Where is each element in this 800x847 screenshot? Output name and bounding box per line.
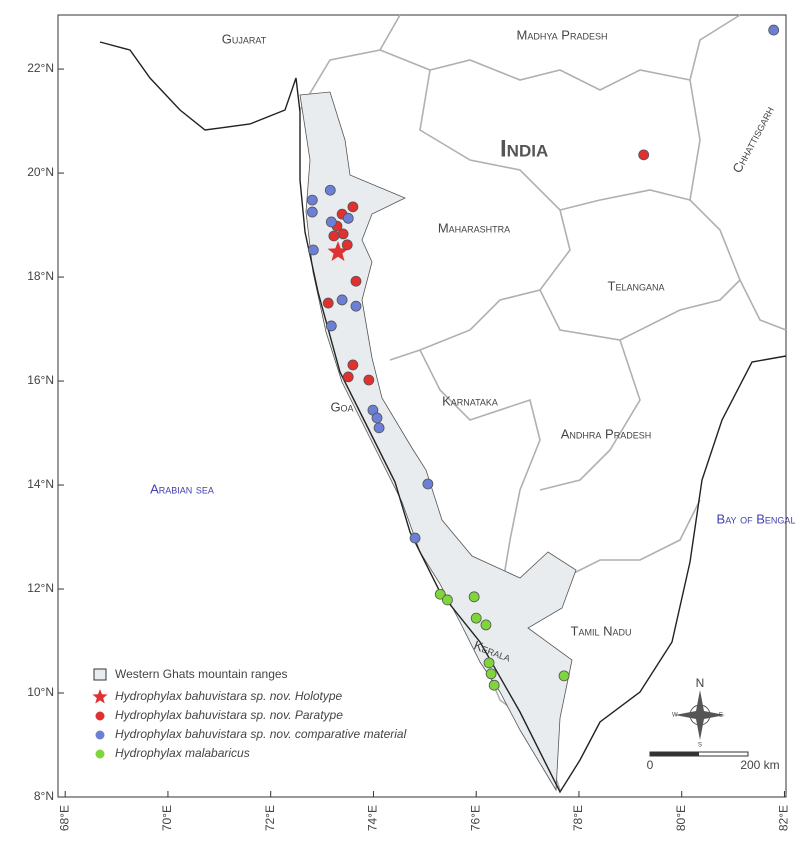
locality-point	[483, 657, 495, 669]
compass-label: S	[698, 743, 702, 749]
y-tick-label: 16°N	[27, 373, 54, 387]
locality-point	[328, 230, 340, 242]
legend-label: Hydrophylax bahuvistara sp. nov. Holotyp…	[115, 689, 343, 703]
x-tick-label: 74°E	[366, 805, 380, 831]
compass-label: E	[719, 713, 723, 719]
locality-point	[347, 201, 359, 213]
locality-point	[558, 670, 570, 682]
coastline	[99, 41, 787, 794]
legend-marker	[95, 730, 105, 740]
sea-label: Bay of Bengal	[717, 511, 796, 526]
sea-label: Arabian sea	[150, 481, 214, 496]
y-tick-label: 10°N	[27, 685, 54, 699]
y-tick-label: 14°N	[27, 477, 54, 491]
region-label: Madhya Pradesh	[517, 27, 608, 42]
region-label: Tamil Nadu	[571, 623, 632, 638]
x-tick-label: 70°E	[160, 805, 174, 831]
legend-label: Hydrophylax bahuvistara sp. nov. compara…	[115, 727, 407, 741]
locality-point	[325, 216, 337, 228]
locality-point	[434, 588, 446, 600]
locality-point	[363, 374, 375, 386]
frame	[57, 14, 787, 798]
scale-label: 200 km	[740, 758, 779, 772]
holotype-point	[327, 241, 349, 261]
locality-point	[371, 412, 383, 424]
country-label: India	[500, 135, 548, 162]
locality-point	[307, 244, 319, 256]
x-tick-label: 82°E	[777, 805, 791, 831]
locality-point	[342, 212, 354, 224]
legend-label: Hydrophylax malabaricus	[115, 746, 250, 760]
x-tick-label: 80°E	[674, 805, 688, 831]
locality-point	[347, 359, 359, 371]
locality-point	[306, 194, 318, 206]
compass-label: W	[672, 713, 678, 719]
locality-point	[325, 320, 337, 332]
locality-point	[468, 591, 480, 603]
locality-point	[442, 594, 453, 606]
region-label: Gujarat	[222, 31, 267, 46]
locality-point	[373, 422, 385, 434]
legend-label: Hydrophylax bahuvistara sp. nov. Paratyp…	[115, 708, 343, 722]
y-tick-label: 20°N	[27, 165, 54, 179]
x-tick-label: 68°E	[57, 805, 71, 831]
legend-label: Western Ghats mountain ranges	[115, 667, 288, 681]
region-label: Telangana	[608, 278, 665, 293]
locality-point	[342, 371, 354, 383]
locality-point	[350, 275, 362, 287]
locality-point	[336, 294, 348, 306]
region-label: Goa	[330, 399, 353, 414]
x-tick-label: 78°E	[571, 805, 585, 831]
locality-point	[488, 679, 500, 691]
legend-marker	[92, 689, 108, 704]
y-tick-label: 22°N	[27, 61, 54, 75]
locality-point	[306, 206, 318, 218]
locality-point	[422, 478, 434, 490]
western-ghats	[299, 91, 577, 792]
y-tick-label: 18°N	[27, 269, 54, 283]
state-borders	[299, 14, 787, 791]
region-label: Maharashtra	[438, 220, 510, 235]
scale-bar: 0 200 km	[647, 751, 780, 772]
locality-point	[350, 300, 362, 312]
legend-swatch	[93, 668, 107, 681]
region-label: Karnataka	[442, 393, 498, 408]
x-tick-label: 76°E	[468, 805, 482, 831]
compass: N S E W	[672, 676, 725, 749]
y-tick-label: 8°N	[34, 789, 54, 803]
locality-point	[480, 619, 492, 631]
locality-point	[337, 228, 349, 240]
scale-label: 0	[647, 758, 654, 772]
compass-label: N	[696, 676, 705, 690]
locality-point	[322, 297, 334, 309]
legend-marker	[95, 749, 105, 759]
region-label: Andhra Pradesh	[561, 426, 651, 441]
x-tick-label: 72°E	[263, 805, 277, 831]
legend-marker	[95, 711, 105, 721]
locality-point	[638, 149, 650, 161]
locality-point	[341, 239, 353, 251]
locality-point	[485, 668, 497, 680]
locality-point	[768, 24, 780, 36]
locality-point	[324, 184, 336, 196]
locality-point	[409, 532, 421, 544]
locality-point	[470, 612, 482, 624]
y-tick-label: 12°N	[27, 581, 54, 595]
